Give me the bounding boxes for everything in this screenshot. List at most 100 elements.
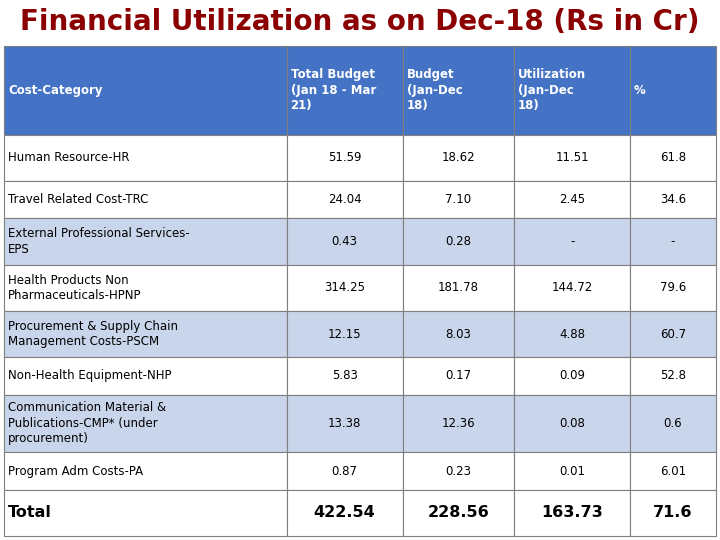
Bar <box>514 265 630 311</box>
Text: Program Adm Costs-PA: Program Adm Costs-PA <box>8 464 143 477</box>
Text: External Professional Services-
EPS: External Professional Services- EPS <box>8 227 190 256</box>
Bar <box>402 46 514 135</box>
Bar <box>402 265 514 311</box>
Bar <box>287 135 402 181</box>
Bar <box>287 218 402 265</box>
Bar <box>4 490 287 536</box>
Text: 0.87: 0.87 <box>332 464 358 477</box>
Bar <box>402 357 514 395</box>
Text: Procurement & Supply Chain
Management Costs-PSCM: Procurement & Supply Chain Management Co… <box>8 320 178 348</box>
Bar <box>402 181 514 218</box>
Text: 6.01: 6.01 <box>660 464 686 477</box>
Bar <box>514 311 630 357</box>
Bar <box>514 453 630 490</box>
Text: 314.25: 314.25 <box>324 281 365 294</box>
Text: 13.38: 13.38 <box>328 417 361 430</box>
Text: Budget
(Jan-Dec
18): Budget (Jan-Dec 18) <box>407 69 462 112</box>
Bar <box>630 46 716 135</box>
Bar <box>630 265 716 311</box>
Text: 24.04: 24.04 <box>328 193 361 206</box>
Bar <box>402 490 514 536</box>
Bar <box>4 311 287 357</box>
Text: 0.17: 0.17 <box>445 369 472 382</box>
Text: 5.83: 5.83 <box>332 369 358 382</box>
Text: 0.01: 0.01 <box>559 464 585 477</box>
Text: 181.78: 181.78 <box>438 281 479 294</box>
Bar <box>514 135 630 181</box>
Bar <box>4 218 287 265</box>
Text: 34.6: 34.6 <box>660 193 686 206</box>
Bar <box>630 395 716 453</box>
Bar <box>402 218 514 265</box>
Text: 422.54: 422.54 <box>314 505 375 521</box>
Text: 0.23: 0.23 <box>446 464 472 477</box>
Text: 79.6: 79.6 <box>660 281 686 294</box>
Bar <box>287 453 402 490</box>
Bar <box>287 265 402 311</box>
Bar <box>4 265 287 311</box>
Bar <box>4 181 287 218</box>
Text: Total: Total <box>8 505 52 521</box>
Text: 0.43: 0.43 <box>332 235 358 248</box>
Bar <box>514 181 630 218</box>
Text: 228.56: 228.56 <box>428 505 489 521</box>
Text: 61.8: 61.8 <box>660 151 686 164</box>
Text: 4.88: 4.88 <box>559 328 585 341</box>
Bar <box>287 357 402 395</box>
Text: 18.62: 18.62 <box>441 151 475 164</box>
Bar <box>4 46 287 135</box>
Bar <box>4 453 287 490</box>
Bar <box>630 135 716 181</box>
Text: 12.15: 12.15 <box>328 328 361 341</box>
Bar <box>514 395 630 453</box>
Text: Cost-Category: Cost-Category <box>8 84 102 97</box>
Bar <box>630 218 716 265</box>
Bar <box>402 311 514 357</box>
Text: -: - <box>570 235 575 248</box>
Bar <box>630 181 716 218</box>
Text: Travel Related Cost-TRC: Travel Related Cost-TRC <box>8 193 148 206</box>
Text: 0.6: 0.6 <box>664 417 683 430</box>
Bar <box>287 181 402 218</box>
Text: 163.73: 163.73 <box>541 505 603 521</box>
Bar <box>630 490 716 536</box>
Bar <box>630 311 716 357</box>
Bar <box>4 395 287 453</box>
Text: Communication Material &
Publications-CMP* (under
procurement): Communication Material & Publications-CM… <box>8 401 166 445</box>
Text: 52.8: 52.8 <box>660 369 686 382</box>
Text: 51.59: 51.59 <box>328 151 361 164</box>
Bar <box>514 490 630 536</box>
Bar <box>287 490 402 536</box>
Bar <box>287 46 402 135</box>
Bar <box>514 218 630 265</box>
Bar <box>514 46 630 135</box>
Text: Non-Health Equipment-NHP: Non-Health Equipment-NHP <box>8 369 171 382</box>
Text: 0.09: 0.09 <box>559 369 585 382</box>
Bar <box>630 453 716 490</box>
Bar <box>402 135 514 181</box>
Text: 12.36: 12.36 <box>441 417 475 430</box>
Text: 144.72: 144.72 <box>552 281 593 294</box>
Text: Human Resource-HR: Human Resource-HR <box>8 151 130 164</box>
Bar <box>514 357 630 395</box>
Text: 2.45: 2.45 <box>559 193 585 206</box>
Bar <box>4 135 287 181</box>
Bar <box>630 357 716 395</box>
Text: -: - <box>671 235 675 248</box>
Text: 7.10: 7.10 <box>445 193 472 206</box>
Bar <box>287 311 402 357</box>
Bar <box>287 395 402 453</box>
Text: Total Budget
(Jan 18 - Mar
21): Total Budget (Jan 18 - Mar 21) <box>291 69 376 112</box>
Text: 0.08: 0.08 <box>559 417 585 430</box>
Text: Utilization
(Jan-Dec
18): Utilization (Jan-Dec 18) <box>518 69 586 112</box>
Text: Financial Utilization as on Dec-18 (Rs in Cr): Financial Utilization as on Dec-18 (Rs i… <box>20 8 700 36</box>
Text: 11.51: 11.51 <box>555 151 589 164</box>
Text: 71.6: 71.6 <box>653 505 693 521</box>
Bar <box>402 395 514 453</box>
Text: 60.7: 60.7 <box>660 328 686 341</box>
Text: 8.03: 8.03 <box>446 328 472 341</box>
Text: %: % <box>634 84 646 97</box>
Bar <box>402 453 514 490</box>
Bar <box>4 357 287 395</box>
Text: Health Products Non
Pharmaceuticals-HPNP: Health Products Non Pharmaceuticals-HPNP <box>8 274 142 302</box>
